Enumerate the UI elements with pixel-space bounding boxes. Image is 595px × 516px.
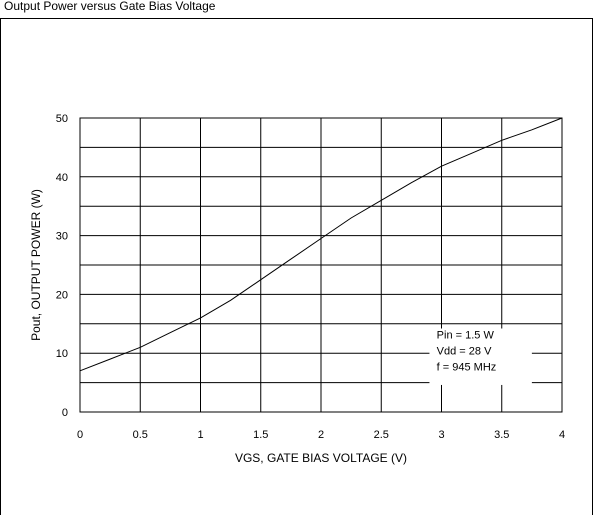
y-tick-label: 30 [56,231,68,243]
y-tick-label: 10 [56,348,68,360]
x-tick-label: 3 [438,429,444,441]
y-axis-ticks: 0 10 20 30 40 50 [56,113,68,419]
y-tick-label: 0 [62,407,68,419]
x-axis-label: VGS, GATE BIAS VOLTAGE (V) [235,451,407,465]
header-caption: Output Power versus Gate Bias Voltage [4,0,216,13]
figure-frame [0,18,593,515]
annotation-line: f = 945 MHz [437,362,497,374]
x-tick-label: 1 [197,429,203,441]
y-axis-label: Pout, OUTPUT POWER (W) [29,189,43,341]
series-line [79,117,563,372]
x-tick-label: 3.5 [494,429,509,441]
x-tick-label: 2.5 [374,429,389,441]
grid [80,118,562,412]
annotation-line: Pin = 1.5 W [437,330,495,342]
x-axis-ticks: 0 0.5 1 1.5 2 2.5 3 3.5 4 [77,429,565,441]
x-tick-label: 0.5 [133,429,148,441]
annotations: Pin = 1.5 W Vdd = 28 V f = 945 MHz [437,330,497,374]
y-tick-label: 20 [56,289,68,301]
x-tick-label: 0 [77,429,83,441]
x-tick-label: 2 [318,429,324,441]
annotation-box [429,328,532,385]
plot-area [79,117,563,413]
y-tick-label: 50 [56,113,68,125]
y-tick-label: 40 [56,172,68,184]
annotation-line: Vdd = 28 V [437,346,492,358]
x-tick-label: 1.5 [253,429,268,441]
x-tick-label: 4 [559,429,565,441]
